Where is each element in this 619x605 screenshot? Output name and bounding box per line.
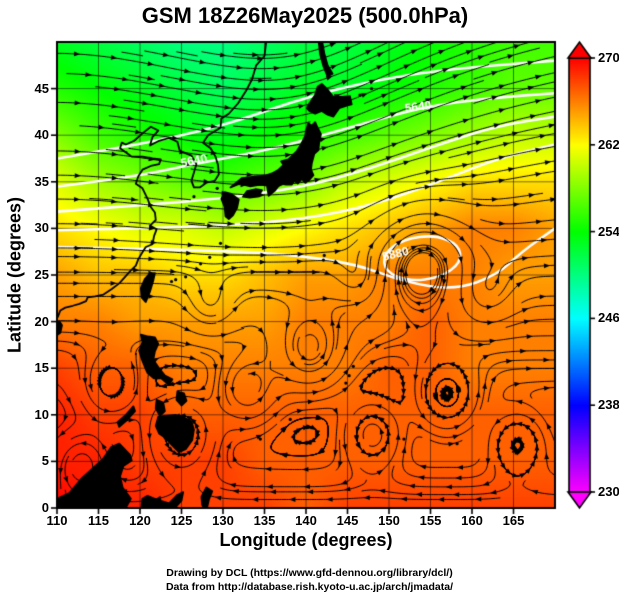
- chart-title: GSM 18Z26May2025 (500.0hPa): [141, 3, 469, 28]
- colorbar-tick-label: 238: [598, 397, 619, 413]
- x-tick-label: 160: [461, 513, 483, 528]
- y-tick-label: 15: [34, 360, 49, 376]
- x-tick-label: 155: [419, 513, 442, 528]
- colorbar-tick-label: 254: [598, 223, 619, 239]
- x-tick-label: 145: [336, 513, 359, 528]
- x-tick-label: 115: [88, 513, 109, 528]
- colorbar-tick-label: 262: [598, 136, 619, 152]
- x-tick-label: 165: [502, 513, 525, 528]
- x-tick-label: 110: [46, 513, 68, 528]
- y-tick-label: 5: [41, 453, 49, 469]
- y-tick-label: 25: [34, 267, 49, 282]
- y-tick-label: 30: [34, 220, 49, 236]
- x-axis-title: Longitude (degrees): [219, 530, 393, 550]
- y-tick-label: 10: [34, 406, 49, 422]
- y-tick-label: 45: [34, 80, 49, 96]
- credit-line-dcl: Drawing by DCL (https://www.gfd-dennou.o…: [166, 567, 453, 579]
- x-tick-label: 125: [170, 513, 193, 528]
- y-tick-label: 0: [41, 500, 49, 515]
- y-tick-label: 35: [34, 173, 49, 189]
- x-tick-label: 150: [378, 513, 400, 528]
- x-tick-label: 140: [295, 513, 317, 528]
- credit-line-data: Data from http://database.rish.kyoto-u.a…: [165, 581, 454, 593]
- colorbar-tick-label: 270: [598, 50, 619, 65]
- x-tick-label: 130: [212, 513, 234, 528]
- y-tick-label: 40: [34, 127, 49, 143]
- x-tick-label: 120: [129, 513, 151, 528]
- colorbar-tick-label: 246: [598, 310, 619, 326]
- y-tick-label: 20: [34, 313, 49, 329]
- colorbar-tick-label: 230: [598, 484, 619, 499]
- x-tick-label: 135: [253, 513, 276, 528]
